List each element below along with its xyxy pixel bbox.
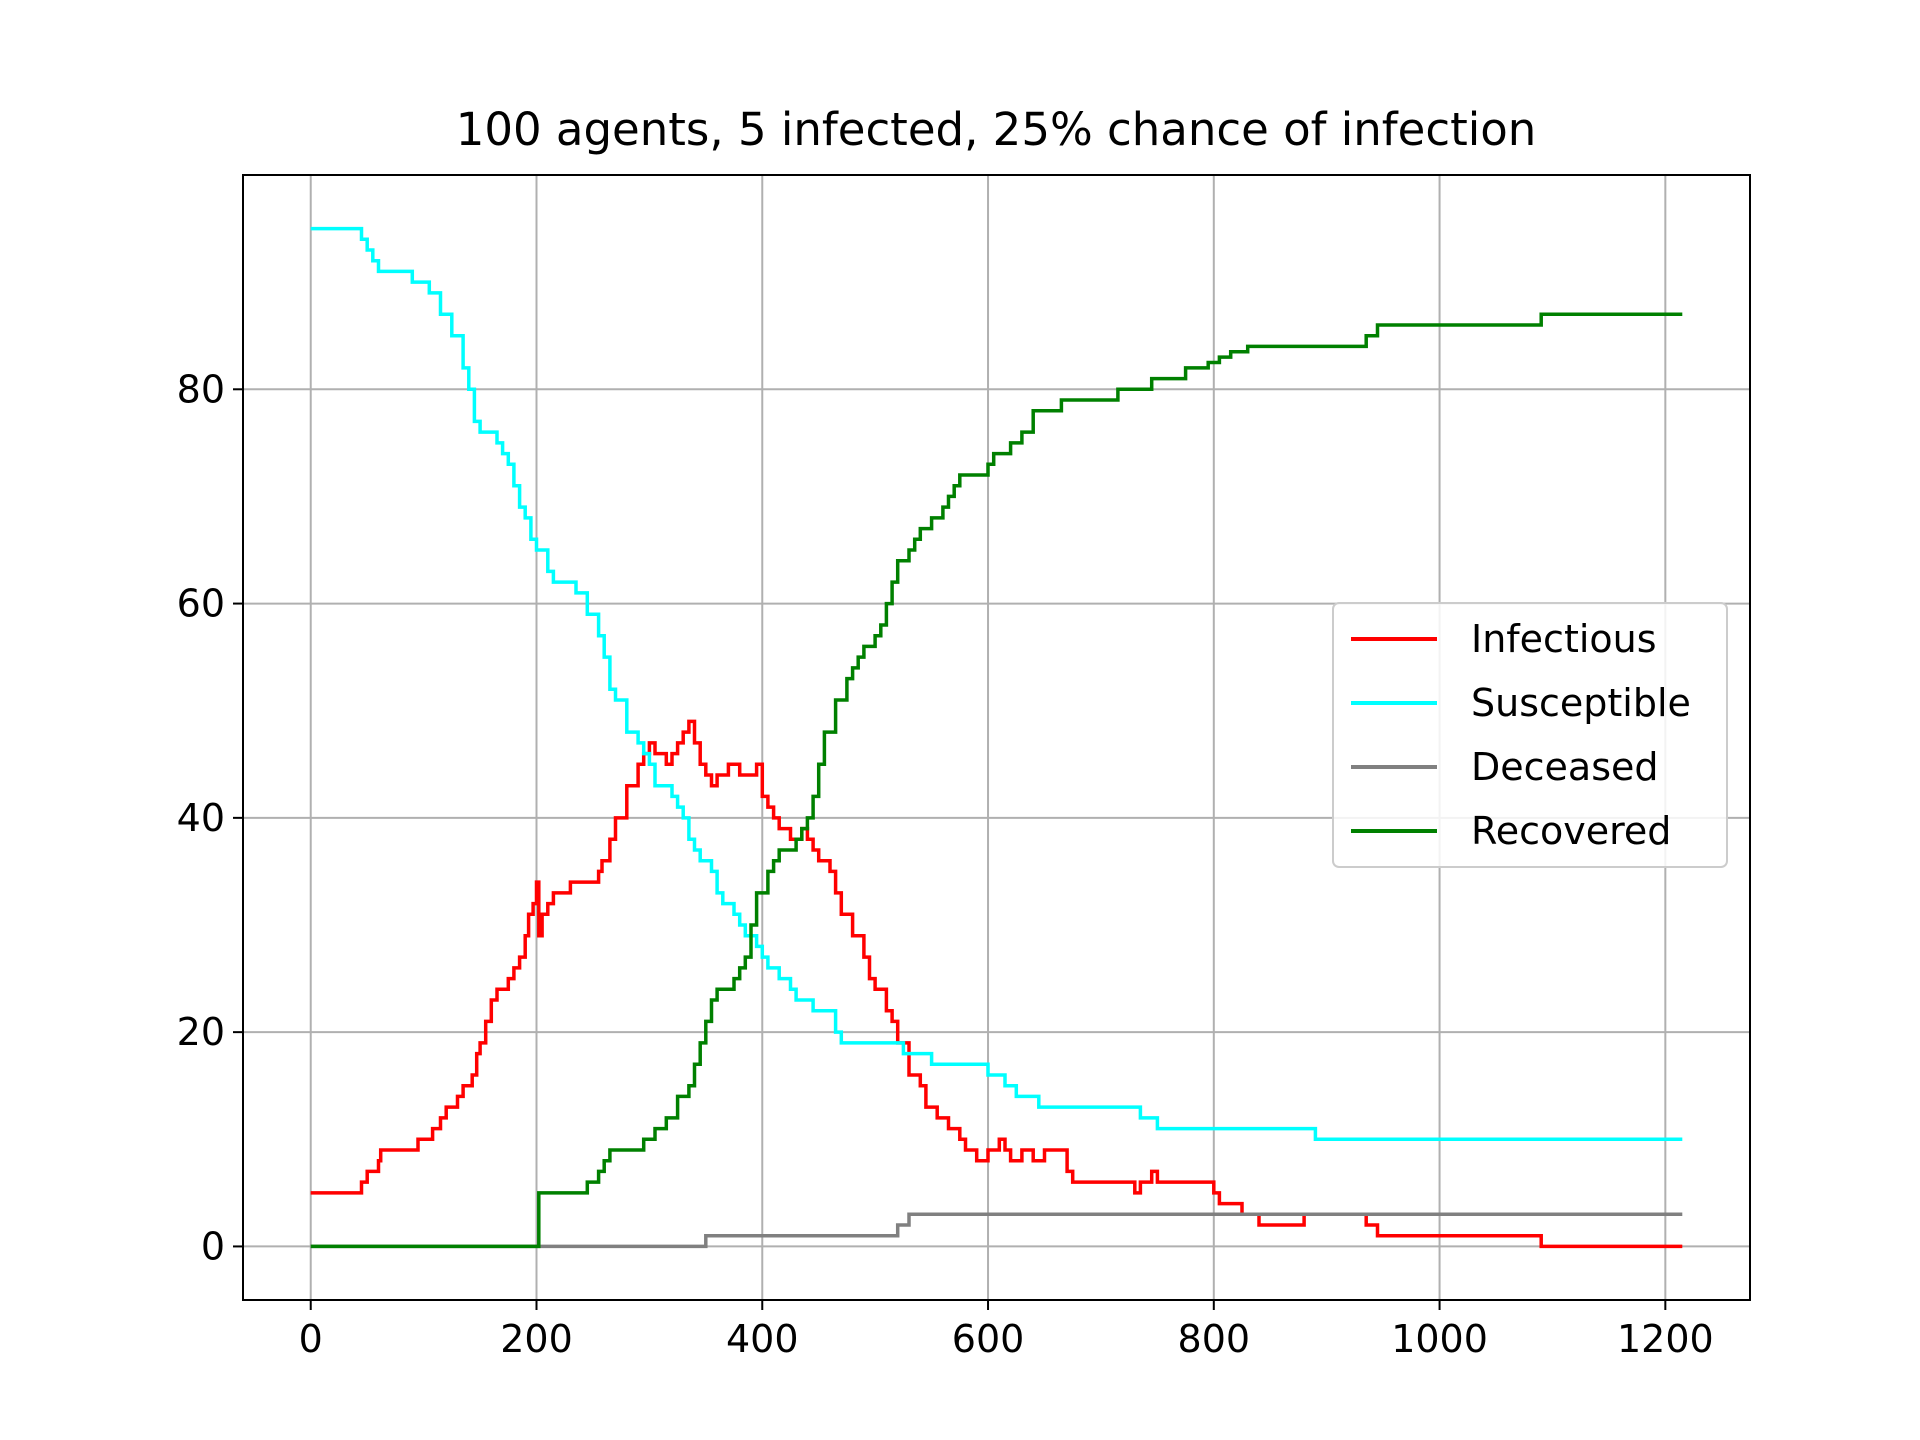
y-tick-label: 60 [177, 582, 225, 626]
series-line-deceased [310, 1212, 1683, 1249]
x-tick-label: 0 [299, 1317, 323, 1361]
chart-title: 100 agents, 5 infected, 25% chance of in… [456, 103, 1537, 156]
plot-area-frame [242, 174, 1751, 1301]
x-tick-label: 400 [726, 1317, 799, 1361]
series-line-recovered [310, 312, 1683, 1249]
series-layer [310, 226, 1683, 1249]
legend-label-deceased: Deceased [1471, 745, 1659, 789]
y-tick-label: 40 [177, 796, 225, 840]
y-tick-label: 80 [177, 367, 225, 411]
legend-box [1332, 602, 1728, 868]
y-tick-label: 20 [177, 1010, 225, 1054]
x-tick-label: 200 [500, 1317, 573, 1361]
axis-ticks: 0 200 400 600 800 1000 1200 0 20 40 60 80 [177, 367, 1714, 1361]
y-tick-label: 0 [201, 1224, 225, 1268]
legend: Infectious Susceptible Deceased Recovered [1332, 602, 1728, 868]
x-tick-label: 800 [1178, 1317, 1251, 1361]
legend-label-recovered: Recovered [1471, 809, 1671, 853]
series-line-susceptible [310, 226, 1683, 1142]
x-tick-label: 600 [952, 1317, 1025, 1361]
x-tick-label: 1000 [1391, 1317, 1488, 1361]
series-line-infectious [310, 719, 1683, 1249]
x-tick-label: 1200 [1617, 1317, 1714, 1361]
legend-label-infectious: Infectious [1471, 617, 1657, 661]
legend-label-susceptible: Susceptible [1471, 681, 1691, 725]
